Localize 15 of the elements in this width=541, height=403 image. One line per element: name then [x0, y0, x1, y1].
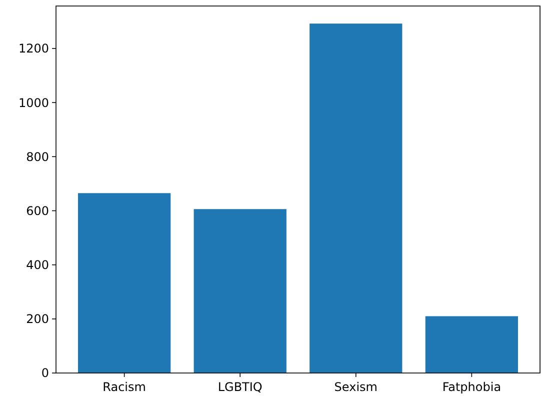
y-tick-label: 600: [26, 204, 49, 218]
y-tick-label: 0: [41, 366, 49, 380]
x-tick-label: Sexism: [334, 380, 378, 394]
bar: [194, 209, 286, 373]
bar: [78, 193, 171, 373]
y-tick-label: 1200: [18, 42, 49, 56]
y-tick-label: 400: [26, 258, 49, 272]
x-tick-label: Fatphobia: [442, 380, 502, 394]
bar: [425, 316, 518, 373]
x-tick-label: Racism: [102, 380, 146, 394]
bar: [310, 24, 402, 373]
y-tick-label: 800: [26, 150, 49, 164]
y-tick-label: 200: [26, 312, 49, 326]
y-tick-label: 1000: [18, 96, 49, 110]
x-tick-label: LGBTIQ: [218, 380, 262, 394]
